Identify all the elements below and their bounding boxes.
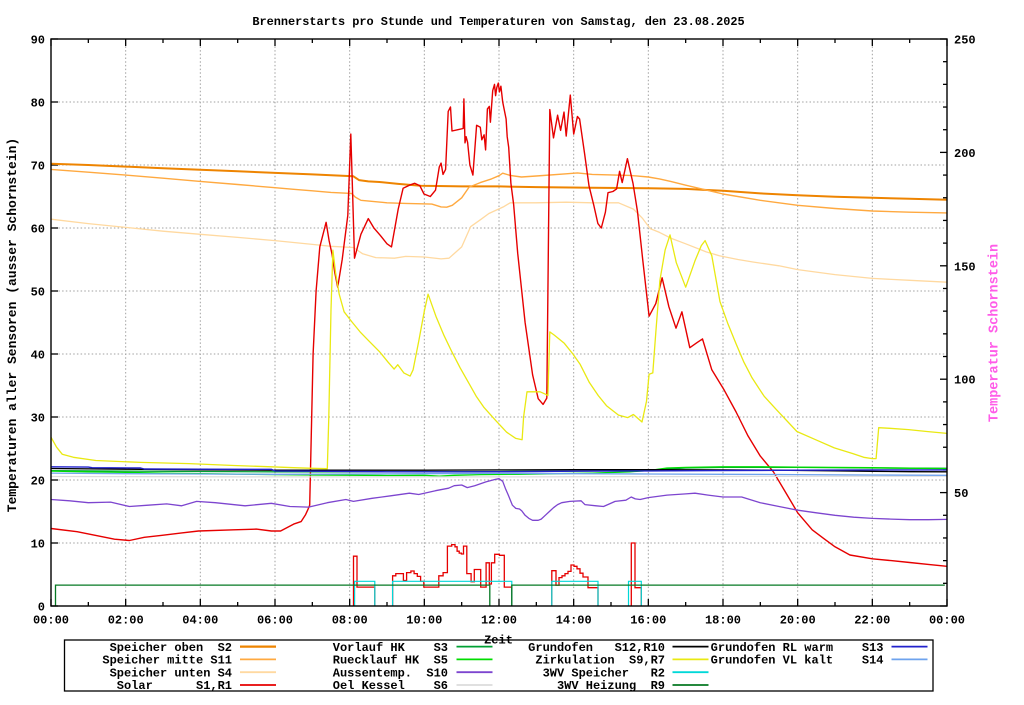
svg-text:10:00: 10:00 (406, 614, 442, 628)
svg-text:20:00: 20:00 (780, 614, 816, 628)
svg-text:150: 150 (954, 260, 976, 274)
svg-text:02:00: 02:00 (108, 614, 144, 628)
svg-text:Zirkulation S9,R7: Zirkulation S9,R7 (535, 654, 665, 668)
svg-text:14:00: 14:00 (556, 614, 592, 628)
svg-text:200: 200 (954, 147, 976, 161)
svg-text:70: 70 (31, 160, 45, 174)
svg-text:90: 90 (31, 34, 45, 48)
svg-text:30: 30 (31, 412, 45, 426)
svg-text:Brennerstarts pro Stunde und T: Brennerstarts pro Stunde und Temperature… (252, 15, 744, 29)
svg-text:0: 0 (38, 601, 45, 615)
svg-text:100: 100 (954, 374, 976, 388)
svg-text:00:00: 00:00 (33, 614, 69, 628)
svg-text:Speicher unten S4: Speicher unten S4 (110, 666, 232, 680)
svg-text:Temperatur Schornstein: Temperatur Schornstein (988, 244, 1003, 422)
svg-text:3WV Heizung R9: 3WV Heizung R9 (557, 679, 665, 693)
svg-text:00:00: 00:00 (929, 614, 965, 628)
svg-text:04:00: 04:00 (182, 614, 218, 628)
svg-text:Grundofen RL warm S13: Grundofen RL warm S13 (711, 641, 884, 655)
svg-text:18:00: 18:00 (705, 614, 741, 628)
svg-text:Solar S1,R1: Solar S1,R1 (117, 679, 232, 693)
svg-text:Speicher oben S2: Speicher oben S2 (110, 641, 232, 655)
svg-text:22:00: 22:00 (854, 614, 890, 628)
svg-text:50: 50 (31, 286, 45, 300)
svg-text:250: 250 (954, 34, 976, 48)
svg-text:80: 80 (31, 97, 45, 111)
svg-text:3WV Speicher R2: 3WV Speicher R2 (543, 666, 665, 680)
svg-text:06:00: 06:00 (257, 614, 293, 628)
svg-text:Speicher mitte S11: Speicher mitte S11 (102, 654, 232, 668)
svg-text:Aussentemp. S10: Aussentemp. S10 (333, 666, 448, 680)
svg-text:50: 50 (954, 487, 968, 501)
svg-text:20: 20 (31, 475, 45, 489)
svg-text:Temperaturen aller Sensoren (a: Temperaturen aller Sensoren (ausser Scho… (5, 138, 20, 512)
svg-text:Ruecklauf HK S5: Ruecklauf HK S5 (333, 654, 448, 668)
svg-text:Grundofen VL kalt S14: Grundofen VL kalt S14 (711, 654, 884, 668)
svg-text:Vorlauf HK S3: Vorlauf HK S3 (333, 641, 448, 655)
svg-text:Oel Kessel S6: Oel Kessel S6 (333, 679, 448, 693)
svg-text:40: 40 (31, 349, 45, 363)
svg-text:08:00: 08:00 (332, 614, 368, 628)
svg-text:Grundofen S12,R10: Grundofen S12,R10 (528, 641, 665, 655)
svg-text:60: 60 (31, 223, 45, 237)
svg-text:16:00: 16:00 (630, 614, 666, 628)
svg-text:12:00: 12:00 (481, 614, 517, 628)
svg-text:10: 10 (31, 538, 45, 552)
